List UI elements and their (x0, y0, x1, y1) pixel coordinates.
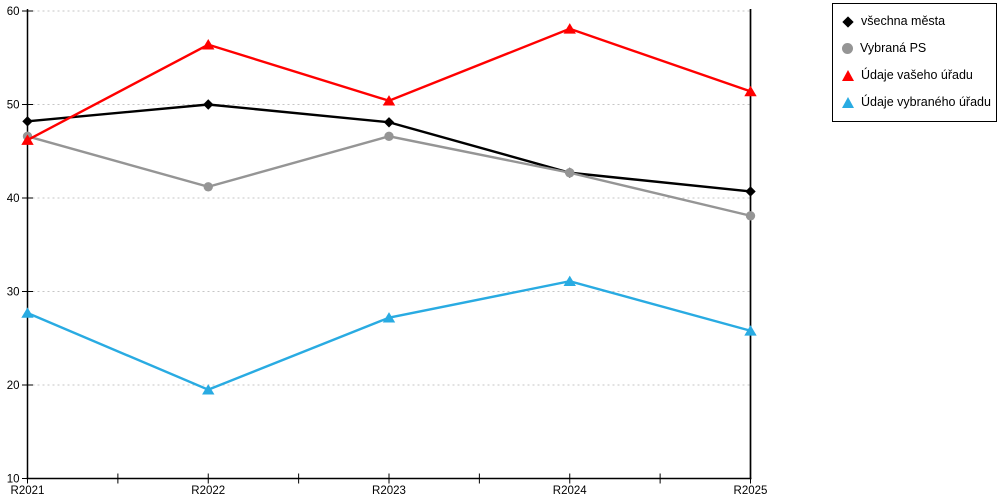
legend-label: Údaje vybraného úřadu (861, 95, 991, 109)
triangle-marker-icon (563, 275, 576, 287)
circle-marker-icon (565, 168, 575, 178)
diamond-marker-icon (745, 186, 756, 197)
triangle-marker-icon (744, 85, 757, 97)
diamond-marker-icon (383, 117, 395, 128)
y-tick-label: 30 (7, 287, 20, 299)
y-tick-label: 20 (7, 380, 20, 392)
triangle-marker-icon (21, 134, 34, 145)
diamond-marker-icon (203, 99, 214, 110)
x-tick-label: R2024 (553, 485, 587, 497)
series-line (27, 135, 751, 217)
triangle-marker-icon (744, 325, 757, 336)
triangle-marker-icon (563, 23, 576, 34)
diamond-marker-icon (22, 116, 33, 127)
legend-item: Vybraná PS (842, 39, 990, 58)
y-tick-label: 60 (7, 6, 20, 18)
x-tick-label: R2021 (11, 485, 45, 497)
circle-marker-icon (384, 131, 394, 141)
legend-item: všechna města (842, 12, 990, 31)
legend-label: Vybraná PS (860, 41, 927, 55)
x-tick-label: R2025 (734, 485, 768, 497)
legend-item: Údaje vašeho úřadu (842, 66, 990, 85)
circle-marker-icon (842, 43, 853, 54)
circle-marker-icon (203, 182, 213, 192)
triangle-marker-icon (382, 312, 396, 323)
triangle-marker-icon (842, 70, 854, 81)
x-tick-label: R2022 (191, 485, 225, 497)
series-line (27, 279, 751, 391)
triangle-marker-icon (21, 307, 34, 318)
legend-item: Údaje vybraného úřadu (842, 93, 991, 112)
triangle-marker-icon (202, 39, 215, 50)
circle-marker-icon (745, 211, 756, 221)
y-tick-label: 40 (7, 193, 20, 205)
x-tick-label: R2023 (372, 485, 406, 497)
legend-label: všechna města (861, 14, 946, 28)
y-tick-label: 10 (7, 474, 20, 486)
legend-label: Údaje vašeho úřadu (861, 68, 973, 82)
legend: všechna města Vybraná PS Údaje vašeho úř… (832, 3, 997, 122)
triangle-marker-icon (842, 97, 854, 108)
triangle-marker-icon (202, 384, 215, 395)
triangle-marker-icon (382, 95, 396, 106)
y-tick-label: 50 (7, 100, 20, 112)
diamond-marker-icon (842, 15, 854, 28)
